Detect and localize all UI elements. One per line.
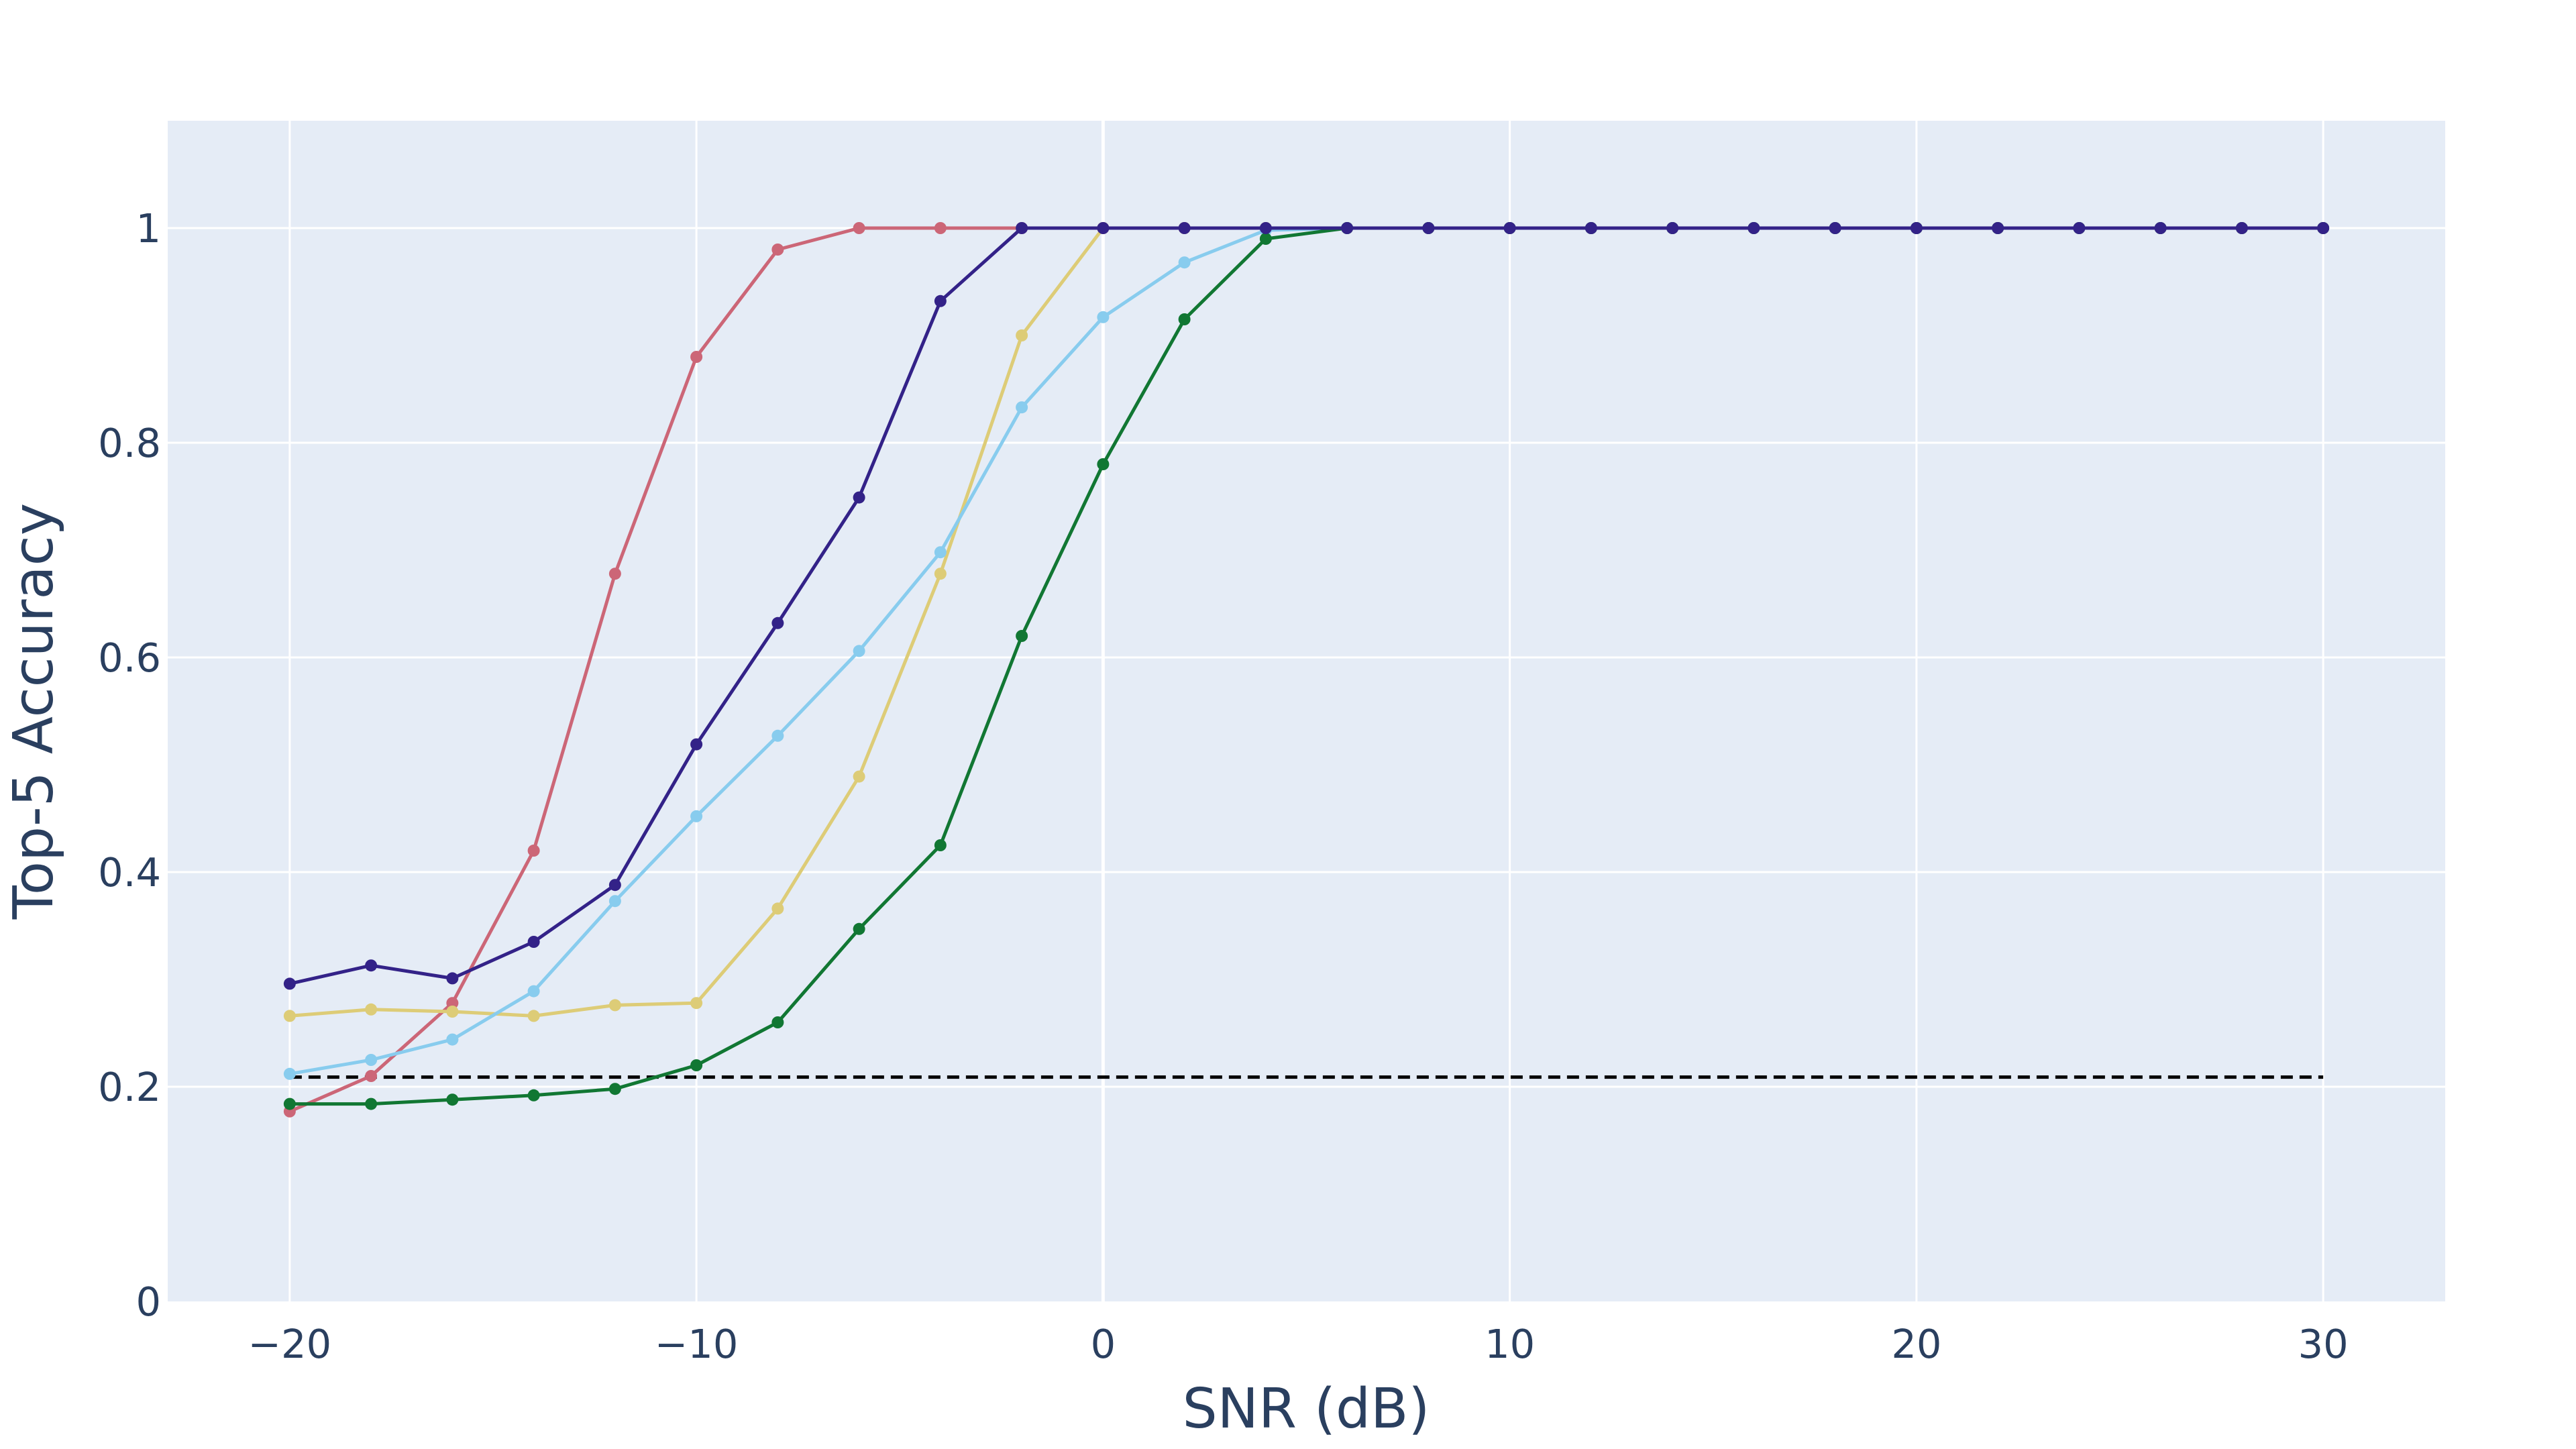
y-axis-ticks: 0 0.2 0.4 0.6 0.8 1: [98, 205, 161, 1325]
data-point: [1097, 458, 1110, 470]
data-point: [771, 902, 784, 915]
data-point: [690, 351, 703, 363]
data-point: [1829, 222, 1841, 234]
data-point: [608, 895, 621, 908]
data-point: [1666, 222, 1679, 234]
series-4: [283, 222, 2330, 990]
data-point: [365, 1097, 378, 1110]
data-point: [283, 1067, 296, 1080]
data-point: [1016, 401, 1028, 414]
x-tick-label: −10: [655, 1321, 739, 1367]
data-point: [283, 1097, 296, 1110]
data-point: [2235, 222, 2248, 234]
y-tick-label: 0.4: [98, 849, 161, 896]
data-point: [446, 1033, 459, 1046]
data-point: [1259, 222, 1272, 234]
data-point: [1910, 222, 1923, 234]
data-point: [527, 936, 540, 948]
series-layer: [283, 222, 2330, 1118]
data-point: [446, 972, 459, 985]
data-point: [527, 985, 540, 998]
x-axis-title: SNR (dB): [1183, 1377, 1430, 1441]
data-point: [771, 244, 784, 256]
data-point: [608, 999, 621, 1012]
y-tick-label: 0.6: [98, 635, 161, 681]
data-point: [853, 491, 865, 504]
y-axis-title: Top-5 Accuracy: [2, 503, 66, 920]
data-point: [690, 997, 703, 1010]
data-point: [1259, 233, 1272, 245]
data-point: [771, 729, 784, 742]
data-point: [2073, 222, 2086, 234]
series-line: [289, 226, 2324, 985]
data-point: [446, 1093, 459, 1106]
data-point: [771, 1016, 784, 1028]
data-point: [527, 1010, 540, 1022]
data-point: [1341, 222, 1354, 234]
data-point: [365, 1070, 378, 1082]
data-point: [690, 810, 703, 822]
data-point: [527, 845, 540, 857]
data-point: [365, 1003, 378, 1016]
data-point: [608, 568, 621, 580]
data-point: [527, 1089, 540, 1102]
x-tick-label: 0: [1091, 1321, 1116, 1367]
data-point: [853, 222, 865, 234]
data-point: [934, 568, 947, 580]
data-point: [690, 1059, 703, 1071]
data-point: [1097, 222, 1110, 234]
y-tick-label: 1: [136, 205, 161, 252]
data-point: [934, 294, 947, 307]
data-point: [1016, 329, 1028, 341]
data-point: [1992, 222, 2004, 234]
data-point: [1585, 222, 1597, 234]
data-point: [446, 1006, 459, 1018]
data-point: [1016, 630, 1028, 642]
y-tick-label: 0: [136, 1279, 161, 1325]
data-point: [608, 1083, 621, 1095]
data-point: [1422, 222, 1435, 234]
data-point: [771, 616, 784, 629]
data-point: [1016, 222, 1028, 234]
data-point: [934, 839, 947, 851]
data-point: [853, 645, 865, 657]
data-point: [1178, 256, 1191, 269]
data-point: [934, 222, 947, 234]
x-tick-label: −20: [248, 1321, 332, 1367]
data-point: [1178, 222, 1191, 234]
data-point: [1178, 313, 1191, 325]
data-point: [1097, 311, 1110, 323]
data-point: [934, 546, 947, 559]
data-point: [446, 997, 459, 1010]
data-point: [2154, 222, 2167, 234]
data-point: [1503, 222, 1516, 234]
y-tick-label: 0.8: [98, 420, 161, 466]
data-point: [365, 959, 378, 972]
x-axis-ticks: −20 −10 0 10 20 30: [248, 1321, 2349, 1367]
data-point: [853, 922, 865, 935]
data-point: [853, 770, 865, 783]
data-point: [608, 879, 621, 892]
x-tick-label: 10: [1485, 1321, 1535, 1367]
plot-background: [168, 121, 2445, 1301]
y-tick-label: 0.2: [98, 1064, 161, 1110]
data-point: [2317, 222, 2330, 234]
x-tick-label: 30: [2298, 1321, 2349, 1367]
x-tick-label: 20: [1891, 1321, 1941, 1367]
data-point: [283, 1010, 296, 1022]
data-point: [283, 977, 296, 990]
data-point: [690, 738, 703, 751]
data-point: [1748, 222, 1760, 234]
data-point: [365, 1054, 378, 1066]
